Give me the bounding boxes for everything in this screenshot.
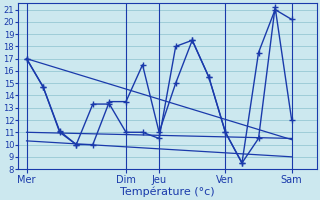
X-axis label: Température (°c): Température (°c) <box>120 186 215 197</box>
